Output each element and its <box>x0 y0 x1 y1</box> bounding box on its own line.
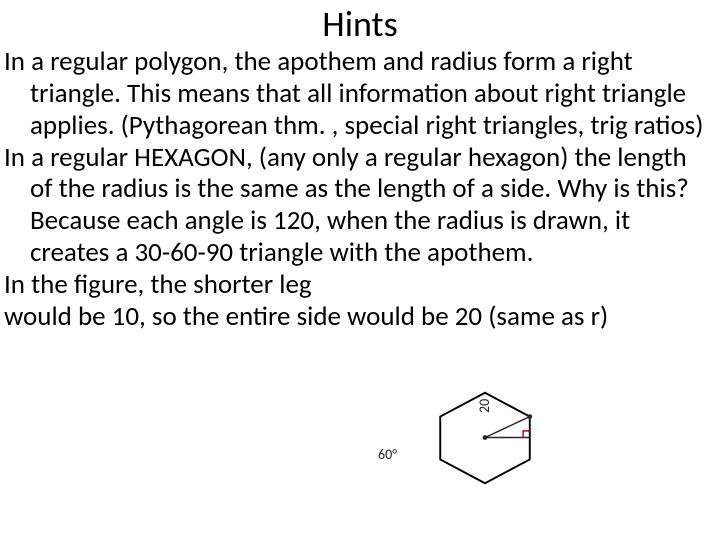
radius-line <box>485 417 530 438</box>
right-angle-mark <box>523 431 530 438</box>
paragraph-1: In a regular polygon, the apothem and ra… <box>4 46 712 142</box>
center-point <box>483 435 488 440</box>
paragraph-2: In a regular HEXAGON, (any only a regula… <box>4 142 712 269</box>
paragraph-4: would be 10, so the entire side would be… <box>4 301 712 333</box>
slide-title: Hints <box>0 0 720 46</box>
paragraph-3: In the figure, the shorter leg <box>4 269 712 301</box>
angle-label: 60° <box>378 446 397 463</box>
vertex-point <box>527 414 532 419</box>
radius-label: 20 <box>476 399 493 413</box>
slide-body: In a regular polygon, the apothem and ra… <box>0 46 720 333</box>
